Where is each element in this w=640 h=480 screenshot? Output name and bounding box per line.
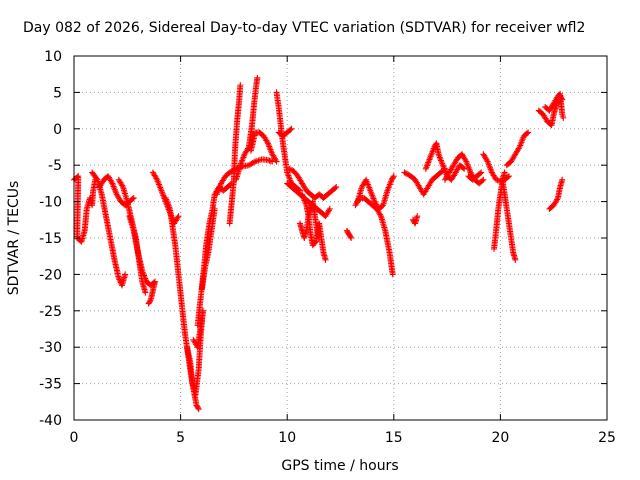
series-sat-z bbox=[422, 140, 468, 183]
series-sat-u bbox=[343, 227, 355, 241]
data-point bbox=[237, 82, 244, 89]
data-point bbox=[478, 169, 485, 176]
data-point bbox=[332, 184, 339, 191]
x-tick-label: 20 bbox=[491, 430, 509, 446]
series-sat-j bbox=[198, 205, 218, 292]
data-point bbox=[287, 126, 294, 133]
series-sat-n bbox=[247, 129, 280, 165]
x-tick-label: 25 bbox=[598, 430, 616, 446]
series-sat-w bbox=[354, 173, 397, 212]
x-tick-label: 10 bbox=[278, 430, 296, 446]
data-point bbox=[254, 74, 261, 81]
series-sat-g bbox=[162, 194, 202, 413]
series-sat-ai bbox=[542, 90, 567, 121]
data-point bbox=[525, 129, 532, 136]
y-tick-label: -5 bbox=[48, 158, 62, 174]
x-tick-label: 15 bbox=[385, 430, 403, 446]
data-point bbox=[326, 205, 333, 212]
series-sat-t bbox=[299, 191, 329, 263]
y-tick-label: 5 bbox=[53, 85, 62, 101]
data-point bbox=[347, 233, 354, 240]
y-tick-label: -35 bbox=[39, 377, 62, 393]
data-point bbox=[348, 235, 355, 241]
data-point bbox=[524, 130, 531, 137]
data-point bbox=[195, 406, 202, 413]
data-point bbox=[142, 289, 149, 296]
data-point bbox=[190, 336, 197, 343]
data-point bbox=[195, 404, 202, 411]
series-sat-e bbox=[126, 213, 159, 307]
data-point bbox=[122, 271, 129, 278]
y-tick-label: -30 bbox=[39, 340, 62, 356]
data-point bbox=[501, 169, 508, 176]
data-point bbox=[460, 164, 467, 171]
axis-ticks: 0 5 10 15 20 25 10 5 0 -5 -10 -15 -20 -25 -30 -35 -40 bbox=[39, 49, 616, 446]
series-sat-ae bbox=[499, 176, 519, 263]
data-point bbox=[461, 165, 468, 172]
data-point bbox=[505, 173, 512, 180]
x-tick-label: 0 bbox=[70, 430, 79, 446]
series-sat-ab bbox=[465, 169, 485, 183]
data-point bbox=[479, 177, 486, 184]
series-sat-af bbox=[503, 129, 532, 169]
data-point bbox=[273, 158, 280, 165]
y-tick-label: -15 bbox=[39, 231, 62, 247]
data-point bbox=[333, 184, 340, 191]
data-point bbox=[322, 256, 329, 263]
data-point bbox=[129, 195, 136, 202]
data-point bbox=[311, 239, 318, 246]
series-sat-v bbox=[352, 194, 396, 278]
data-point bbox=[390, 174, 397, 181]
grid bbox=[74, 56, 607, 420]
data-point bbox=[414, 213, 421, 220]
data-point bbox=[288, 125, 295, 132]
data-point bbox=[390, 173, 397, 180]
data-point bbox=[512, 256, 519, 263]
series-sat-l bbox=[226, 82, 244, 227]
plot-frame bbox=[73, 55, 608, 421]
data-point bbox=[211, 205, 218, 212]
y-tick-label: -10 bbox=[39, 195, 62, 211]
data-point bbox=[130, 194, 137, 201]
series-sat-y bbox=[409, 213, 421, 227]
data-point bbox=[175, 213, 182, 220]
series-sat-aa bbox=[441, 151, 487, 187]
x-axis-label: GPS time / hours bbox=[281, 458, 398, 474]
y-tick-label: -40 bbox=[39, 413, 62, 429]
y-tick-label: 0 bbox=[53, 122, 62, 138]
data-point bbox=[389, 271, 396, 278]
data-point bbox=[250, 159, 257, 166]
y-tick-label: -20 bbox=[39, 267, 62, 283]
data-point bbox=[480, 176, 487, 183]
series-sat-p bbox=[275, 125, 295, 140]
series-sat-x bbox=[401, 165, 448, 198]
data-point bbox=[145, 300, 152, 307]
y-tick-label: 10 bbox=[44, 49, 62, 65]
data-point bbox=[559, 176, 566, 183]
data-point bbox=[146, 299, 153, 306]
data-point bbox=[560, 114, 567, 121]
data-points bbox=[71, 74, 567, 413]
x-tick-label: 5 bbox=[176, 430, 185, 446]
series-sat-r bbox=[286, 165, 340, 201]
chart-title: Day 082 of 2026, Sidereal Day-to-day VTE… bbox=[23, 20, 585, 36]
series-sat-i bbox=[194, 180, 235, 329]
data-point bbox=[477, 170, 484, 177]
data-point bbox=[93, 175, 100, 182]
series-sat-ah bbox=[546, 176, 566, 212]
y-axis-label: SDTVAR / TECUs bbox=[6, 181, 22, 296]
series-sat-h bbox=[183, 307, 206, 398]
y-tick-label: -25 bbox=[39, 304, 62, 320]
series-sat-a bbox=[71, 173, 99, 245]
